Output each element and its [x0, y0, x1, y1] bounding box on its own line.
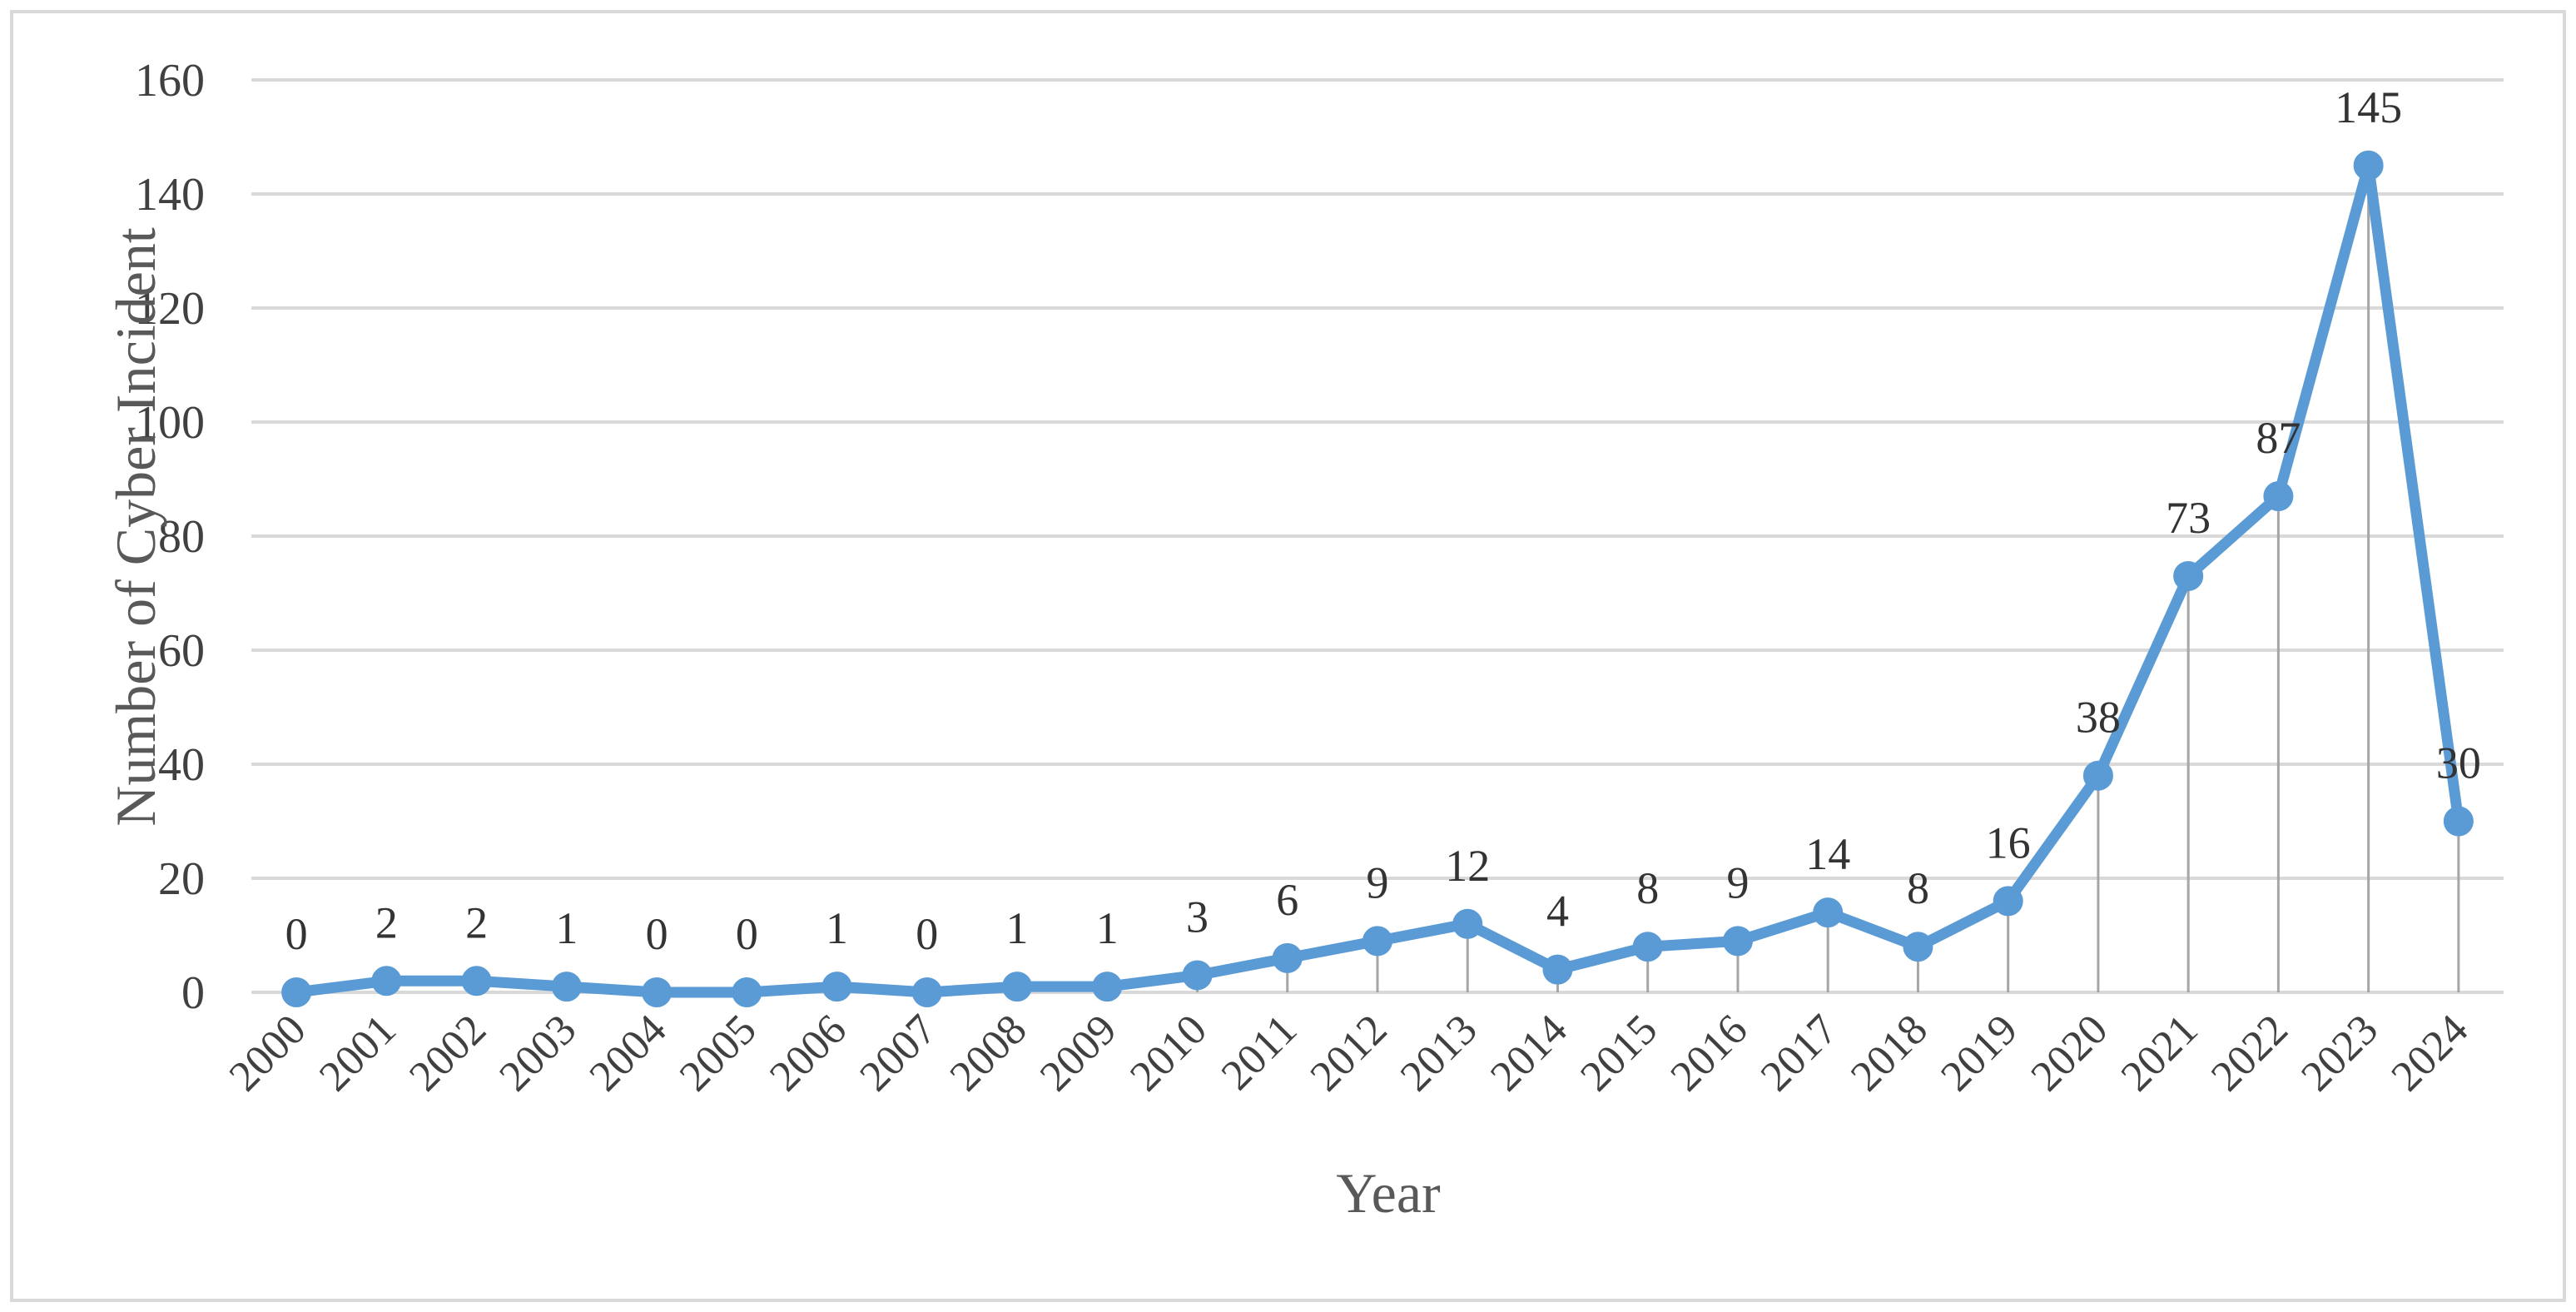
data-point-2005 — [732, 977, 762, 1007]
x-tick-label: 2024 — [2383, 1006, 2478, 1101]
y-tick-label: 0 — [181, 967, 205, 1019]
data-point-2015 — [1632, 932, 1663, 962]
data-point-2001 — [371, 966, 402, 996]
data-point-2014 — [1542, 954, 1573, 985]
x-tick-label: 2015 — [1571, 1006, 1666, 1101]
data-label-2001: 2 — [375, 897, 398, 947]
data-label-2005: 0 — [736, 909, 758, 959]
data-label-2004: 0 — [646, 909, 668, 959]
y-tick-label: 160 — [135, 55, 205, 107]
data-point-2023 — [2353, 150, 2384, 181]
data-labels: 0 2 2 1 0 0 1 0 1 1 3 6 9 12 4 8 9 14 8 16 38 73 87 145 30 — [285, 82, 2481, 959]
y-tick-label: 20 — [158, 853, 205, 905]
data-label-2013: 12 — [1445, 841, 1490, 891]
x-tick-label: 2000 — [221, 1006, 315, 1101]
y-tick-label: 60 — [158, 625, 205, 677]
data-label-2019: 16 — [1986, 818, 2031, 867]
data-point-2022 — [2263, 481, 2294, 512]
data-point-2004 — [642, 977, 673, 1007]
x-tick-label: 2014 — [1482, 1006, 1576, 1101]
data-point-2008 — [1002, 972, 1033, 1002]
x-tick-label: 2013 — [1392, 1006, 1487, 1101]
y-tick-label: 40 — [158, 739, 205, 791]
data-point-2002 — [461, 966, 492, 996]
x-tick-label: 2002 — [400, 1006, 495, 1101]
x-tick-label: 2007 — [851, 1006, 946, 1101]
x-tick-label: 2006 — [761, 1006, 856, 1101]
data-point-2021 — [2173, 560, 2204, 591]
y-tick-label: 80 — [158, 511, 205, 563]
x-axis-title: Year — [1336, 1161, 1441, 1225]
x-tick-label: 2012 — [1302, 1006, 1397, 1101]
x-tick-label: 2017 — [1752, 1006, 1847, 1101]
data-point-2006 — [821, 972, 852, 1002]
chart-frame: 0 20 40 60 80 100 120 140 160 0 2 2 1 0 0 1 0 1 1 3 6 9 12 4 8 9… — [10, 10, 2566, 1302]
y-tick-label: 140 — [135, 169, 205, 221]
data-label-2009: 1 — [1096, 903, 1119, 953]
y-tick-label: 120 — [135, 283, 205, 335]
data-label-2022: 87 — [2256, 413, 2301, 463]
data-label-2007: 0 — [916, 909, 938, 959]
x-tick-label: 2011 — [1213, 1006, 1306, 1099]
data-point-2013 — [1452, 908, 1483, 939]
data-label-2020: 38 — [2076, 693, 2121, 743]
gridlines — [251, 78, 2504, 994]
x-tick-label: 2001 — [310, 1006, 405, 1101]
x-tick-label: 2009 — [1031, 1006, 1126, 1101]
data-point-2003 — [551, 972, 582, 1002]
data-point-2007 — [911, 977, 942, 1007]
data-point-2010 — [1182, 960, 1213, 991]
data-markers — [281, 150, 2474, 1007]
data-label-2015: 8 — [1636, 863, 1659, 913]
data-point-2024 — [2443, 806, 2474, 837]
x-tick-label: 2005 — [671, 1006, 766, 1101]
x-tick-label: 2004 — [581, 1006, 676, 1101]
x-axis-ticks: 2000200120022003200420052006200720082009… — [221, 1006, 2478, 1101]
data-point-2017 — [1813, 897, 1844, 928]
data-label-2023: 145 — [2335, 82, 2402, 132]
data-label-2003: 1 — [555, 903, 578, 953]
x-tick-label: 2018 — [1842, 1006, 1937, 1101]
data-point-2018 — [1903, 932, 1933, 962]
x-tick-label: 2003 — [490, 1006, 585, 1101]
y-axis-ticks: 0 20 40 60 80 100 120 140 160 — [135, 55, 205, 1019]
data-label-2002: 2 — [465, 897, 488, 947]
data-point-2019 — [1993, 886, 2023, 917]
data-label-2024: 30 — [2436, 738, 2481, 788]
data-label-2017: 14 — [1805, 829, 1850, 879]
x-tick-label: 2016 — [1662, 1006, 1757, 1101]
x-tick-label: 2008 — [941, 1006, 1036, 1101]
x-tick-label: 2010 — [1121, 1006, 1216, 1101]
data-label-2021: 73 — [2166, 493, 2211, 543]
data-label-2014: 4 — [1546, 887, 1569, 937]
data-label-2012: 9 — [1367, 857, 1389, 907]
x-tick-label: 2022 — [2202, 1006, 2297, 1101]
data-point-2020 — [2082, 760, 2113, 791]
y-axis-title: Number of Cyber Incident — [104, 227, 167, 827]
x-tick-label: 2020 — [2023, 1006, 2117, 1101]
data-label-2018: 8 — [1907, 863, 1929, 913]
data-point-2016 — [1722, 926, 1753, 957]
data-label-2010: 3 — [1186, 892, 1209, 942]
data-label-2000: 0 — [285, 909, 308, 959]
data-label-2006: 1 — [826, 903, 848, 953]
y-tick-label: 100 — [135, 397, 205, 449]
data-label-2008: 1 — [1006, 903, 1029, 953]
data-label-2011: 6 — [1276, 875, 1298, 925]
x-tick-label: 2021 — [2112, 1006, 2207, 1101]
data-point-2009 — [1092, 972, 1123, 1002]
x-tick-label: 2023 — [2292, 1006, 2387, 1101]
data-label-2016: 9 — [1726, 857, 1749, 907]
data-point-2011 — [1272, 942, 1303, 973]
data-point-2012 — [1362, 926, 1392, 957]
x-tick-label: 2019 — [1932, 1006, 2027, 1101]
data-point-2000 — [281, 977, 312, 1007]
